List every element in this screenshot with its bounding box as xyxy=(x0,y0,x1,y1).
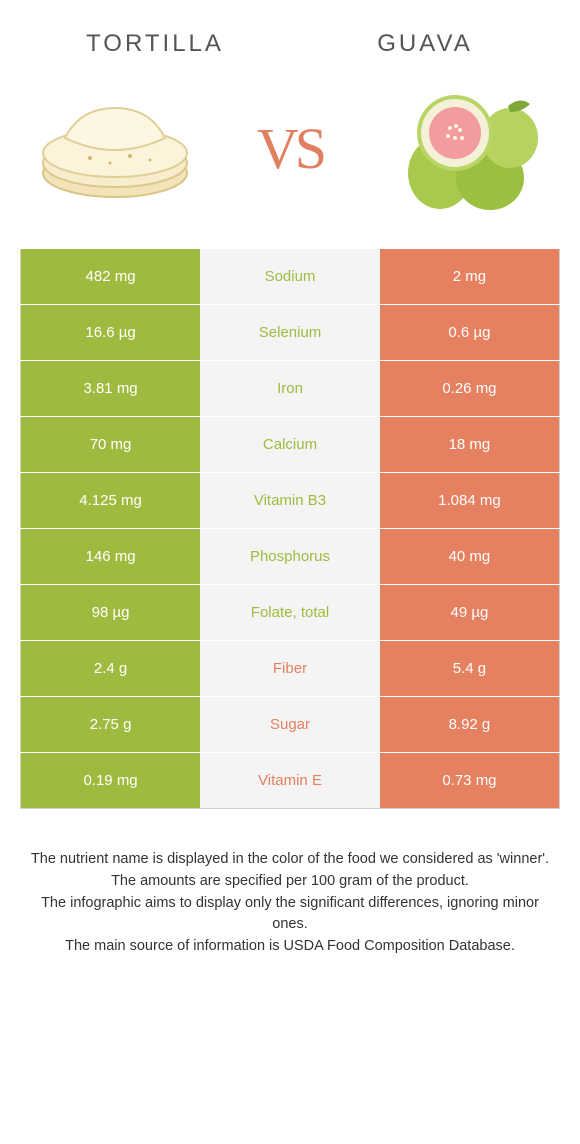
table-row: 4.125 mgVitamin B31.084 mg xyxy=(21,473,560,529)
left-food-title: TORTILLA xyxy=(20,30,290,58)
left-value: 2.75 g xyxy=(21,697,201,753)
right-value: 8.92 g xyxy=(380,697,560,753)
left-value: 70 mg xyxy=(21,417,201,473)
nutrient-label: Folate, total xyxy=(200,585,380,641)
table-row: 3.81 mgIron0.26 mg xyxy=(21,361,560,417)
nutrient-label: Iron xyxy=(200,361,380,417)
footer-line: The nutrient name is displayed in the co… xyxy=(30,849,550,871)
header: TORTILLA GUAVA xyxy=(0,0,580,68)
left-value: 3.81 mg xyxy=(21,361,201,417)
tortilla-image xyxy=(30,78,200,218)
table-row: 0.19 mgVitamin E0.73 mg xyxy=(21,753,560,809)
footer-line: The main source of information is USDA F… xyxy=(30,936,550,958)
nutrient-label: Sugar xyxy=(200,697,380,753)
left-value: 482 mg xyxy=(21,249,201,305)
right-value: 0.73 mg xyxy=(380,753,560,809)
table-row: 482 mgSodium2 mg xyxy=(21,249,560,305)
left-value: 16.6 µg xyxy=(21,305,201,361)
footer-notes: The nutrient name is displayed in the co… xyxy=(0,809,580,958)
nutrient-table: 482 mgSodium2 mg16.6 µgSelenium0.6 µg3.8… xyxy=(20,248,560,809)
right-value: 0.26 mg xyxy=(380,361,560,417)
nutrient-label: Vitamin B3 xyxy=(200,473,380,529)
left-value: 146 mg xyxy=(21,529,201,585)
vs-label: VS xyxy=(257,115,323,182)
nutrient-label: Selenium xyxy=(200,305,380,361)
right-value: 2 mg xyxy=(380,249,560,305)
right-value: 5.4 g xyxy=(380,641,560,697)
table-row: 98 µgFolate, total49 µg xyxy=(21,585,560,641)
table-row: 146 mgPhosphorus40 mg xyxy=(21,529,560,585)
table-row: 2.75 gSugar8.92 g xyxy=(21,697,560,753)
right-food-title: GUAVA xyxy=(290,30,560,58)
right-value: 40 mg xyxy=(380,529,560,585)
nutrient-label: Calcium xyxy=(200,417,380,473)
right-value: 0.6 µg xyxy=(380,305,560,361)
right-value: 49 µg xyxy=(380,585,560,641)
left-value: 98 µg xyxy=(21,585,201,641)
nutrient-label: Sodium xyxy=(200,249,380,305)
images-row: VS xyxy=(0,68,580,248)
guava-image xyxy=(380,78,550,218)
table-row: 70 mgCalcium18 mg xyxy=(21,417,560,473)
nutrient-label: Fiber xyxy=(200,641,380,697)
left-value: 0.19 mg xyxy=(21,753,201,809)
right-value: 1.084 mg xyxy=(380,473,560,529)
nutrient-label: Vitamin E xyxy=(200,753,380,809)
table-row: 2.4 gFiber5.4 g xyxy=(21,641,560,697)
table-row: 16.6 µgSelenium0.6 µg xyxy=(21,305,560,361)
right-value: 18 mg xyxy=(380,417,560,473)
left-value: 2.4 g xyxy=(21,641,201,697)
nutrient-label: Phosphorus xyxy=(200,529,380,585)
footer-line: The infographic aims to display only the… xyxy=(30,893,550,937)
left-value: 4.125 mg xyxy=(21,473,201,529)
footer-line: The amounts are specified per 100 gram o… xyxy=(30,871,550,893)
